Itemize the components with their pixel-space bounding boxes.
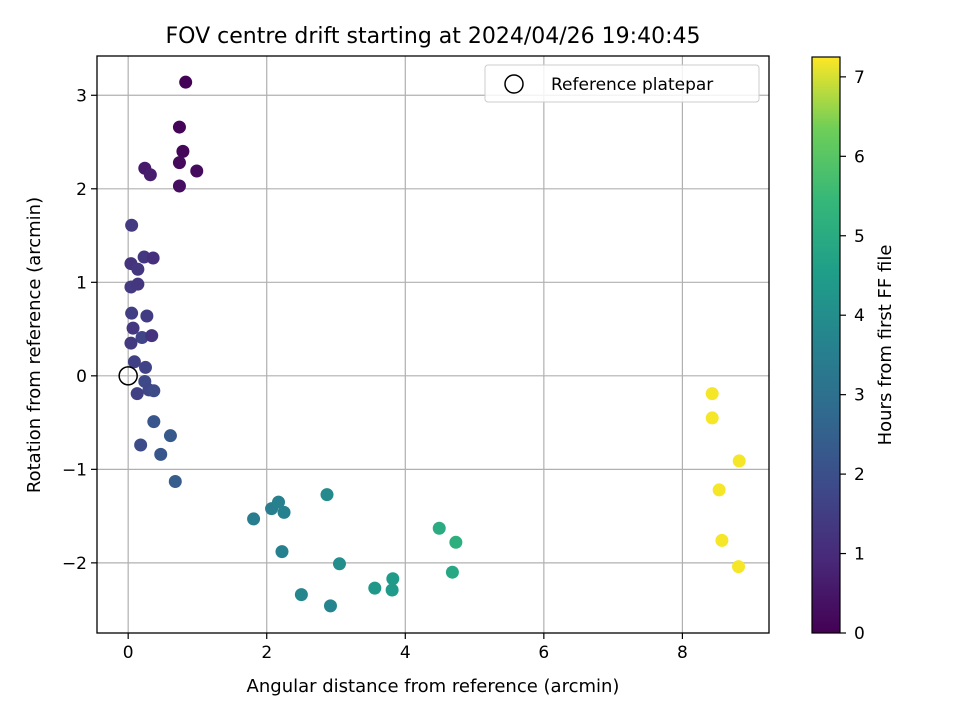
data-point [131,277,145,291]
colorbar-tick-label: 1 [854,545,865,565]
y-tick-label: 0 [76,367,87,387]
data-point [140,309,154,323]
data-point [163,429,177,443]
data-point [190,164,204,178]
data-point [125,218,139,232]
x-tick-label: 2 [261,643,272,663]
data-point [127,355,141,369]
data-point [732,454,746,468]
data-point [145,329,159,343]
colorbar-label: Hours from first FF file [875,245,896,446]
data-point [323,599,337,613]
plot-frame [96,55,770,634]
data-points [124,75,746,613]
data-point [172,156,186,170]
data-point [320,488,334,502]
data-point [445,565,459,579]
y-tick-label: 1 [76,273,87,293]
legend-entry-reference: Reference platepar [551,75,713,95]
data-point [272,495,286,509]
x-axis-label: Angular distance from reference (arcmin) [247,676,620,697]
data-point [168,475,182,489]
data-point [275,545,289,559]
data-point [147,384,161,398]
data-point [124,336,138,350]
data-point [130,387,144,401]
data-point [172,179,186,193]
chart-title: FOV centre drift starting at 2024/04/26 … [166,24,701,49]
data-point [432,521,446,535]
colorbar-tick-label: 3 [854,386,865,406]
data-point [146,251,160,265]
data-point [705,387,719,401]
data-point [712,483,726,497]
legend-reference-marker [504,74,524,94]
colorbar-tick-label: 6 [854,147,865,167]
data-point [154,447,168,461]
x-tick-label: 6 [538,643,549,663]
data-point [135,330,149,344]
legend-box [484,64,760,103]
y-tick-label: −1 [62,460,87,480]
x-tick-label: 0 [123,643,134,663]
colorbar-tick-label: 4 [854,306,865,326]
colorbar-tick-label: 5 [854,227,865,247]
data-point [179,75,193,89]
x-tick-label: 8 [677,643,688,663]
y-axis-label: Rotation from reference (arcmin) [24,197,45,493]
data-point [386,572,400,586]
data-point [143,168,157,182]
data-point [147,415,161,429]
reference-marker [118,366,138,386]
data-point [715,533,729,547]
y-tick-label: 3 [76,86,87,106]
data-point [126,321,140,335]
colorbar-gradient [811,56,841,634]
data-point [131,262,145,276]
x-axis-ticks: 0 2 4 6 8 [123,633,688,663]
y-axis-ticks: −2 −1 0 1 2 3 [62,86,97,574]
data-point [449,535,463,549]
colorbar-ticks: 0 1 2 3 4 5 6 7 [840,68,865,644]
legend: Reference platepar [484,64,760,103]
colorbar: 0 1 2 3 4 5 6 7 Hours from first FF file [811,56,896,644]
data-point [368,581,382,595]
data-point [705,411,719,425]
data-point [247,512,261,526]
y-tick-label: 2 [76,180,87,200]
data-point [134,438,148,452]
data-point [277,505,291,519]
colorbar-tick-label: 0 [854,624,865,644]
x-tick-label: 4 [400,643,411,663]
data-point [732,560,746,574]
data-point [176,144,190,158]
data-point [138,360,152,374]
data-point [294,588,308,602]
colorbar-tick-label: 2 [854,465,865,485]
data-point [332,557,346,571]
y-tick-label: −2 [62,554,87,574]
data-point [385,583,399,597]
colorbar-tick-label: 7 [854,68,865,88]
data-point [172,120,186,134]
data-point [125,306,139,320]
